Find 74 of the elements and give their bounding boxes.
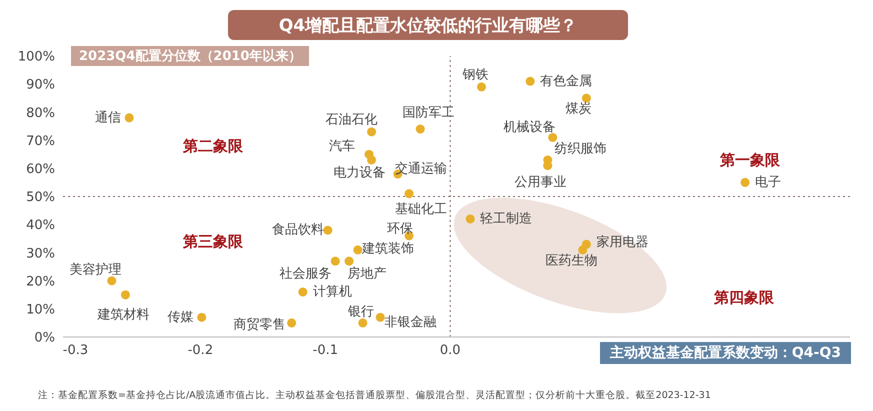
annotation: 石油石化 [326, 112, 378, 128]
annotation: 非银金融 [384, 314, 436, 330]
point [367, 127, 376, 136]
y-tick-label: 90% [26, 78, 55, 93]
point [740, 178, 750, 187]
point [358, 318, 368, 328]
y-tick-label: 60% [26, 162, 55, 178]
point [353, 245, 362, 254]
point [298, 288, 308, 297]
chart-title: Q4增配且配置水位较低的行业有哪些？ [228, 10, 628, 40]
y-tick-label: 100% [18, 50, 55, 65]
annotation: 环保 [387, 221, 414, 236]
annotation: 家用电器 [596, 234, 648, 250]
point [376, 312, 385, 322]
annotation: 交通运输 [394, 160, 447, 177]
y-tick-label: 20% [26, 274, 55, 290]
annotation: 有色金属 [540, 74, 592, 89]
annotation: 第四象限 [712, 288, 775, 307]
y-tick-label: 0% [34, 330, 55, 346]
point [404, 189, 414, 198]
annotation: 第一象限 [719, 150, 782, 169]
annotation: 第三象限 [182, 232, 244, 250]
y-tick-label: 80% [26, 106, 55, 121]
x-axis-title: 主动权益基金配置系数变动：Q4-Q3 [600, 342, 851, 364]
point [548, 132, 558, 142]
annotation: 社会服务 [279, 266, 332, 282]
annotation: 基础化工 [395, 202, 448, 218]
annotation: 银行 [346, 304, 374, 320]
y-tick-label: 10% [26, 302, 55, 318]
x-tick-label: -0.3 [62, 343, 88, 358]
point [344, 256, 354, 266]
annotation: 建筑材料 [96, 307, 150, 322]
annotation: 轻工制造 [480, 211, 532, 226]
point [578, 245, 588, 254]
y-tick-label: 70% [26, 134, 55, 149]
annotation: 汽车 [329, 138, 356, 154]
annotation: 美容护理 [70, 261, 122, 278]
x-tick-label: -0.1 [312, 343, 338, 358]
annotation: 国防军工 [402, 106, 454, 121]
annotation: 钢铁 [461, 67, 488, 82]
annotation: 公用事业 [514, 175, 567, 190]
y-tick-label: 30% [26, 246, 55, 262]
point [466, 214, 475, 224]
point [120, 290, 130, 300]
point [287, 318, 296, 328]
x-tick-label: -0.2 [188, 343, 214, 358]
annotation: 电子 [755, 174, 782, 190]
annotation: 传媒 [168, 310, 194, 325]
point [416, 124, 425, 134]
annotation: 电力设备 [334, 165, 386, 180]
point [107, 276, 116, 286]
point [197, 312, 206, 322]
annotation: 医药生物 [546, 253, 598, 268]
annotation: 食品饮料 [272, 222, 324, 238]
point [330, 256, 340, 266]
point [526, 76, 535, 86]
annotation: 通信 [95, 110, 122, 126]
annotation: 商贸零售 [234, 317, 286, 332]
annotation: 机械设备 [504, 120, 556, 135]
point [323, 226, 332, 235]
annotation: 第二象限 [182, 136, 244, 155]
annotation: 建筑装饰 [360, 241, 414, 256]
point [124, 113, 134, 122]
y-axis-title: 2023Q4配置分位数（2010年以来） [71, 46, 310, 66]
point [367, 155, 376, 164]
annotation: 煤炭 [565, 102, 592, 117]
x-tick-label: 0.0 [440, 343, 461, 358]
y-tick-label: 50% [26, 190, 55, 206]
annotation: 计算机 [312, 284, 352, 300]
annotation: 房地产 [348, 266, 387, 282]
y-tick-label: 40% [26, 218, 55, 234]
point [476, 82, 486, 92]
text: 注：基金配置系数=基金持仓占比/A股流通市值占比。主动权益基金包括普通股票型、偏股混合型、灵活配置型；仅分析前十大重仓股。截至2023-12-31 [38, 389, 711, 402]
annotation: 纺织服饰 [554, 141, 607, 156]
